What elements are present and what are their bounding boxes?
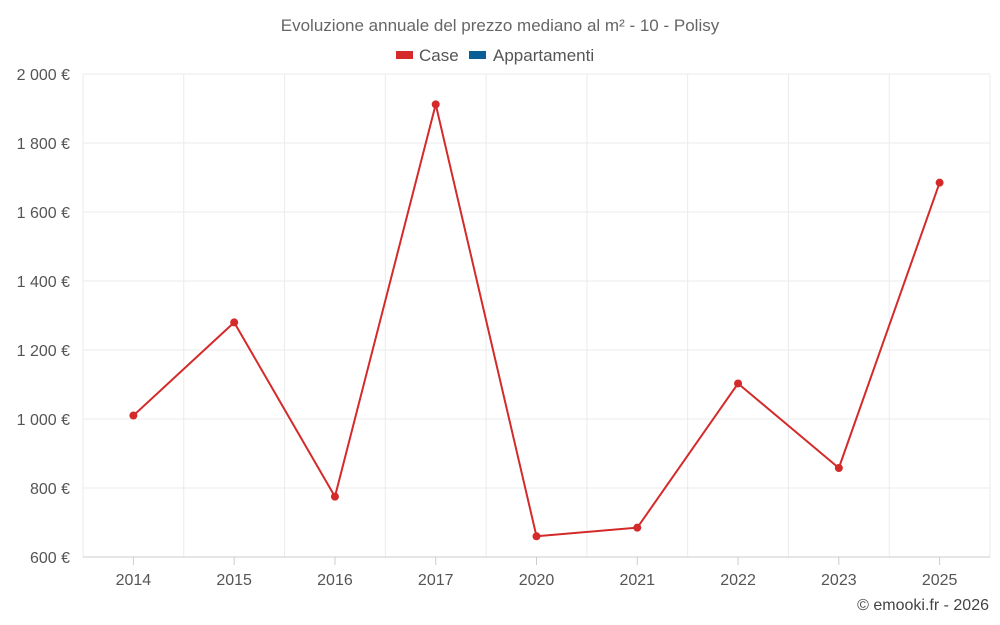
y-gridlines	[83, 73, 990, 489]
x-tick-label: 2014	[116, 572, 152, 589]
legend-swatch-case	[396, 51, 413, 59]
y-tick-label: 800 €	[30, 481, 70, 498]
data-point[interactable]	[734, 379, 743, 388]
y-axis-ticks: 600 € 800 € 1 000 € 1 200 € 1 400 € 1 600 € 1 …	[17, 67, 70, 567]
y-tick-label: 1 600 €	[17, 205, 70, 222]
series-line-case	[132, 103, 941, 538]
x-tick-label: 2017	[418, 572, 454, 589]
y-tick-label: 1 000 €	[17, 412, 70, 429]
legend-swatch-appartamenti	[469, 51, 486, 59]
y-tick-label: 1 800 €	[17, 136, 70, 153]
data-point[interactable]	[330, 492, 339, 501]
legend-label-case: Case	[419, 46, 459, 65]
data-point[interactable]	[129, 411, 138, 420]
y-tick-label: 1 200 €	[17, 343, 70, 360]
y-tick-label: 600 €	[30, 550, 70, 567]
legend-item-appartamenti[interactable]: Appartamenti	[469, 46, 594, 65]
y-tick-label: 2 000 €	[17, 67, 70, 84]
legend: Case Appartamenti	[396, 46, 594, 65]
x-axis-ticks: 2014 2015 2016 2017 2020 2021 2022 2023 2025	[116, 557, 958, 589]
series-layer	[129, 100, 944, 541]
legend-item-case[interactable]: Case	[396, 46, 459, 65]
chart-title: Evoluzione annuale del prezzo mediano al…	[281, 16, 720, 35]
x-tick-label: 2016	[317, 572, 353, 589]
legend-label-appartamenti: Appartamenti	[493, 46, 594, 65]
x-tick-label: 2021	[619, 572, 655, 589]
x-tick-label: 2020	[519, 572, 555, 589]
x-gridlines	[82, 74, 991, 557]
data-point[interactable]	[834, 463, 843, 472]
data-point[interactable]	[935, 178, 944, 187]
data-point[interactable]	[633, 523, 642, 532]
x-tick-label: 2015	[216, 572, 252, 589]
data-point[interactable]	[532, 532, 541, 541]
data-point[interactable]	[431, 100, 440, 109]
x-tick-label: 2025	[922, 572, 958, 589]
x-tick-label: 2023	[821, 572, 857, 589]
credit-text: © emooki.fr - 2026	[857, 597, 989, 614]
x-tick-label: 2022	[720, 572, 756, 589]
data-point[interactable]	[230, 318, 239, 327]
y-tick-label: 1 400 €	[17, 274, 70, 291]
